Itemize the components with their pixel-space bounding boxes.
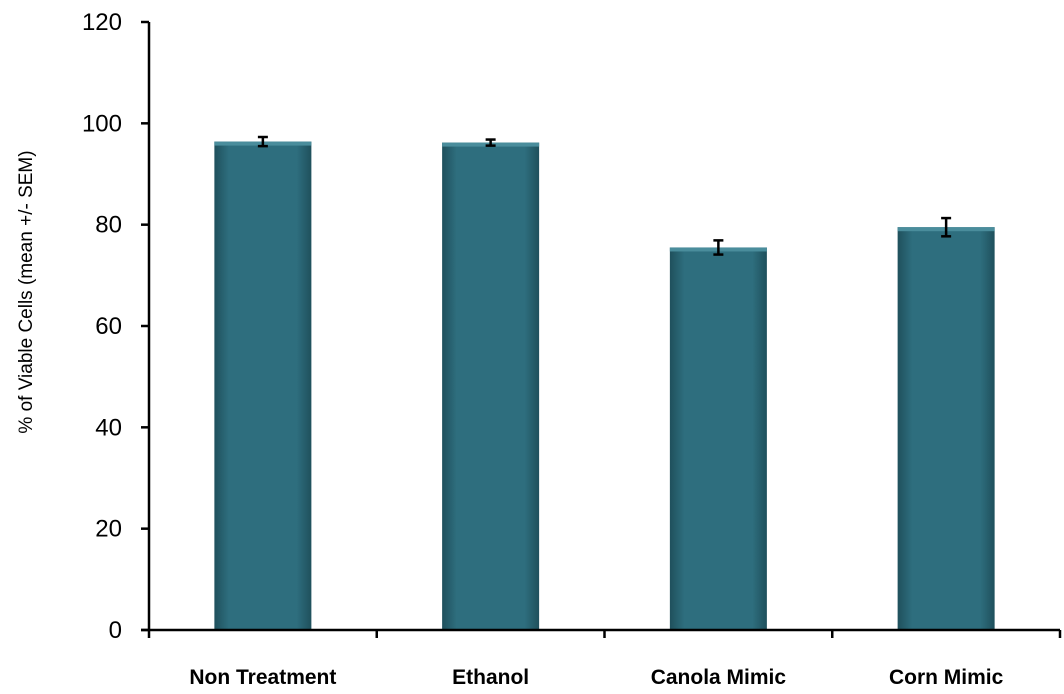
bar-corn-mimic [897,227,995,630]
y-axis-label: % of Viable Cells (mean +/- SEM) [16,150,37,433]
error-bar-canola-mimic [713,239,724,256]
y-tick-label: 80 [95,212,122,239]
y-tick-label: 60 [95,313,122,340]
x-axis-ticks: Non Treatment Ethanol Canola Mimic Corn Mim… [189,666,1003,689]
x-tick-label: Canola Mimic [651,666,787,689]
x-tick-label: Corn Mimic [889,666,1004,689]
error-bars [257,135,952,256]
error-bar-non-treatment [257,135,268,148]
bars [214,141,995,630]
error-bar-ethanol [485,138,496,147]
bar-ethanol [442,142,540,630]
y-axis-ticks: 0 20 40 60 80 100 120 [82,9,149,644]
error-bar-corn-mimic [941,216,952,238]
y-tick-label: 0 [109,617,122,644]
y-tick-label: 120 [82,9,122,36]
y-tick-label: 20 [95,516,122,543]
bar-non-treatment [214,141,312,630]
x-tick-label: Ethanol [452,666,529,689]
y-tick-label: 100 [82,110,122,137]
bar-canola-mimic [669,247,767,630]
y-tick-label: 40 [95,414,122,441]
x-tick-label: Non Treatment [189,666,336,689]
